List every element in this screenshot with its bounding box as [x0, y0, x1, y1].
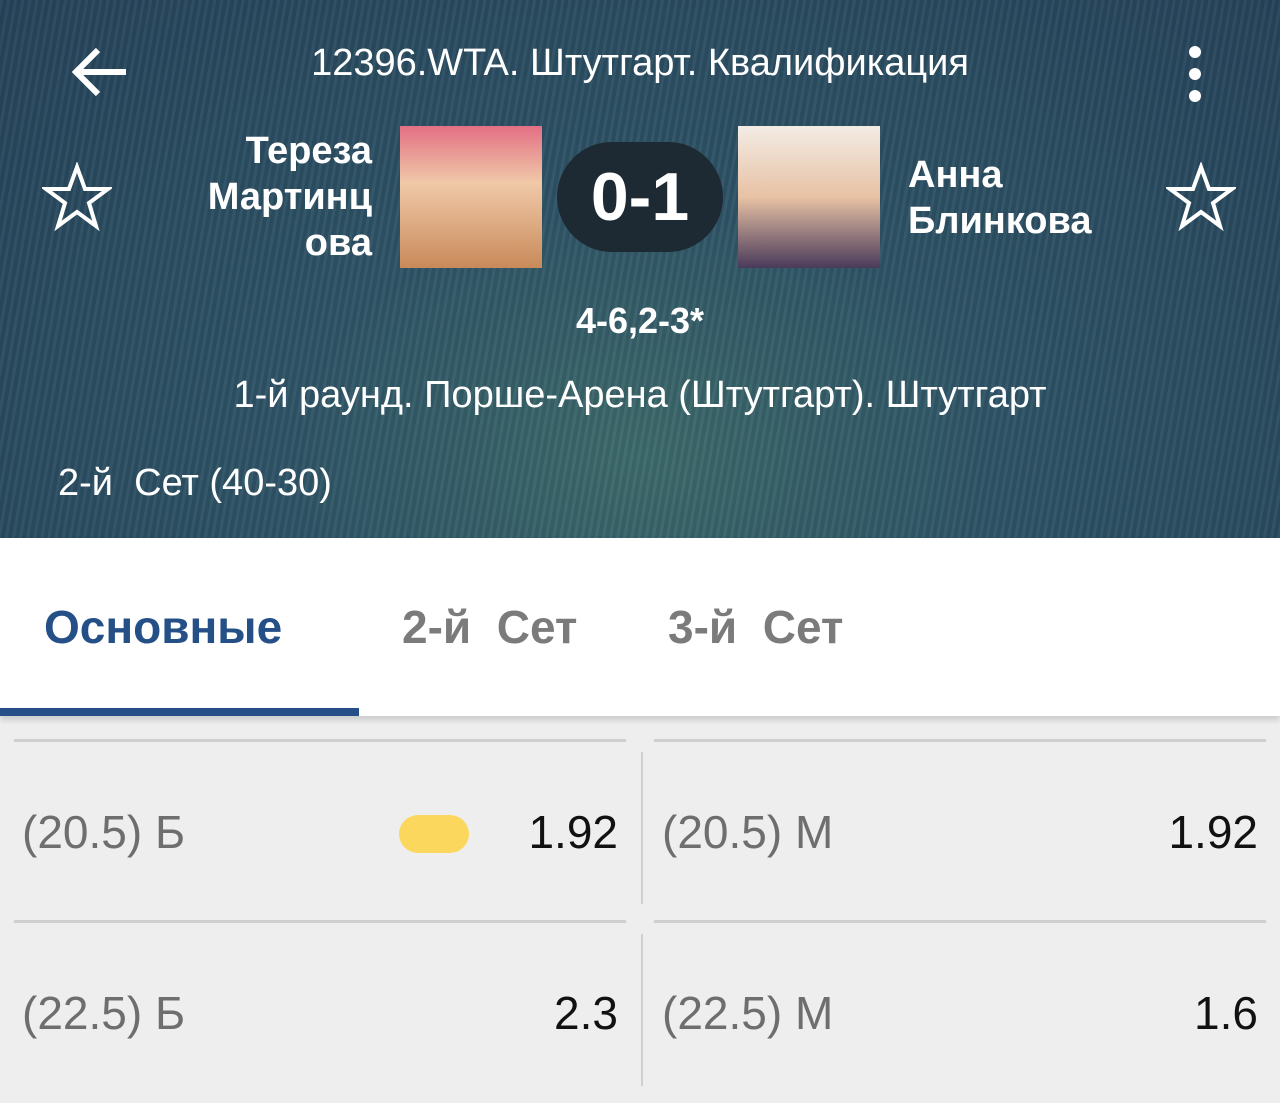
tab-main[interactable]: Основные — [44, 601, 283, 653]
tab-set-3[interactable]: 3-й Сет — [668, 601, 844, 653]
name-line: Тереза — [245, 130, 372, 172]
odds-value: 1.92 — [528, 806, 618, 858]
divider — [14, 920, 626, 923]
odds-cell-under[interactable]: (20.5) М 1.92 — [662, 742, 1258, 922]
venue: 1-й раунд. Порше-Арена (Штутгарт). Штутг… — [233, 374, 1047, 416]
divider — [641, 752, 643, 904]
odds-value: 1.6 — [1194, 987, 1258, 1039]
divider — [654, 920, 1266, 923]
match-header: 12396.WTA. Штутгарт. Квалификация Тереза… — [0, 0, 1280, 538]
tab-set-2[interactable]: 2-й Сет — [402, 601, 578, 653]
odds-cell-over[interactable]: (22.5) Б 2.3 — [22, 923, 618, 1103]
player1-photo — [400, 126, 542, 268]
divider — [14, 739, 626, 742]
bet-label: (20.5) Б — [22, 806, 186, 858]
name-line: Мартинц — [207, 176, 372, 218]
name-line: Блинкова — [908, 200, 1092, 242]
match-score: 0-1 — [557, 142, 723, 252]
player2-photo — [738, 126, 880, 268]
divider — [654, 739, 1266, 742]
active-tab-indicator — [0, 708, 359, 716]
tab-bar: Основные 2-й Сет 3-й Сет — [0, 538, 1280, 716]
match-title: 12396.WTA. Штутгарт. Квалификация — [311, 42, 969, 84]
live-change-indicator — [399, 815, 469, 853]
set-scores: 4-6,2-3* — [575, 300, 705, 341]
back-arrow-icon[interactable] — [68, 40, 132, 104]
bet-label: (22.5) Б — [22, 987, 186, 1039]
favorite-star-icon[interactable] — [42, 162, 112, 232]
name-line: ова — [304, 222, 372, 264]
favorite-star-icon[interactable] — [1166, 162, 1236, 232]
more-vert-icon[interactable] — [1180, 44, 1210, 104]
odds-value: 2.3 — [554, 987, 618, 1039]
current-set: 2-й Сет (40-30) — [58, 462, 332, 504]
odds-cell-over[interactable]: (20.5) Б 1.92 — [22, 742, 618, 922]
odds-cell-under[interactable]: (22.5) М 1.6 — [662, 923, 1258, 1103]
name-line: Анна — [908, 154, 1003, 196]
divider — [641, 934, 643, 1086]
player1-name: Тереза Мартинц ова — [208, 128, 372, 266]
bet-label: (20.5) М — [662, 806, 834, 858]
bet-label: (22.5) М — [662, 987, 834, 1039]
odds-value: 1.92 — [1168, 806, 1258, 858]
player2-name: Анна Блинкова — [908, 152, 1092, 244]
